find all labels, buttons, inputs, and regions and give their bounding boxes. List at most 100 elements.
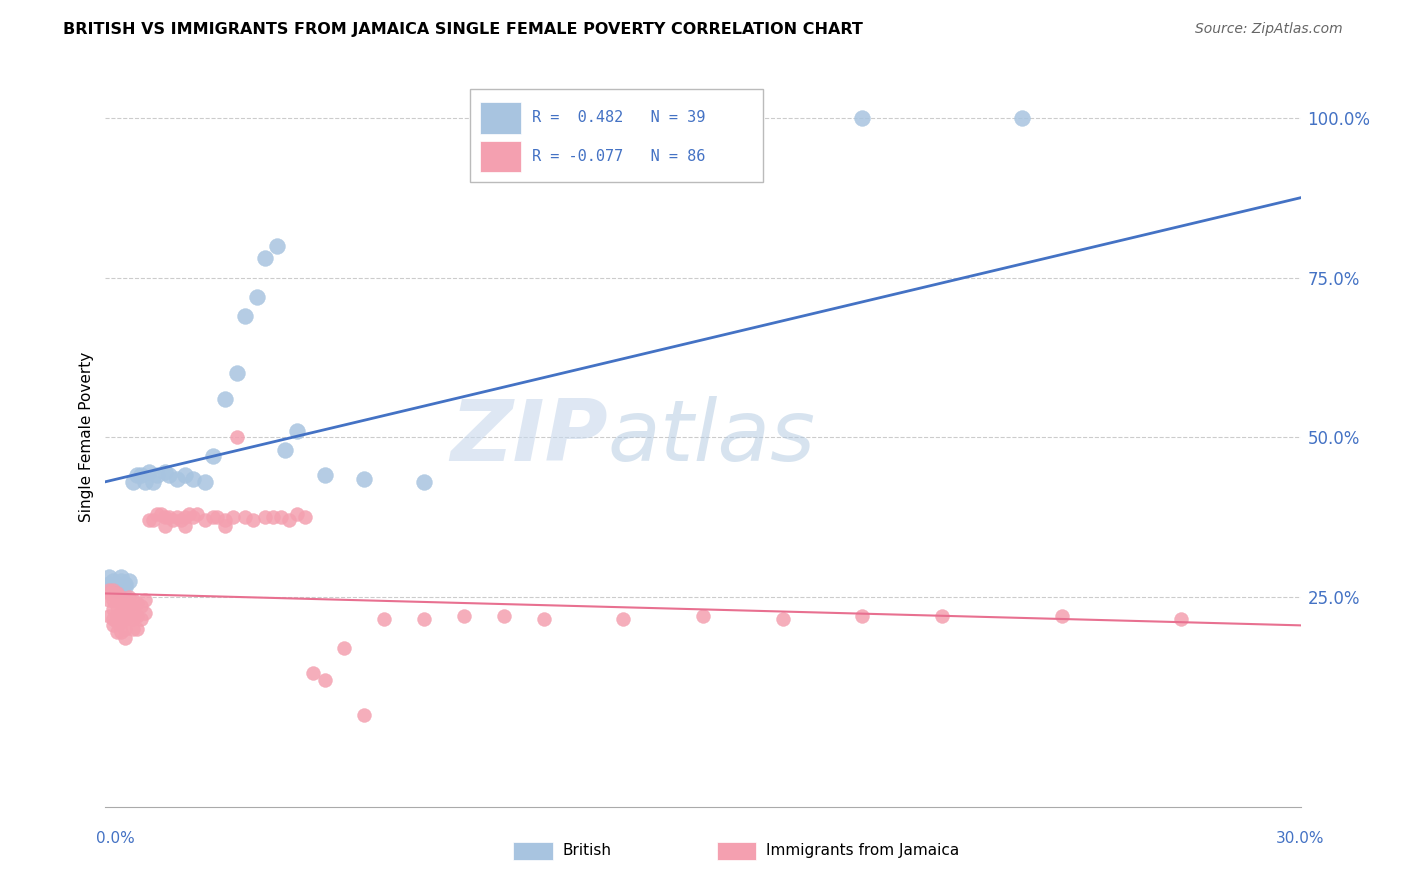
Point [138, 465, 160, 479]
Point [270, 509, 292, 524]
Point [181, 509, 204, 524]
Point [103, 574, 125, 588]
Point [114, 592, 136, 607]
Point [262, 509, 284, 524]
Point [98, 583, 121, 598]
Point [174, 509, 197, 524]
Point [931, 608, 953, 623]
Point [103, 580, 125, 594]
Point [138, 513, 160, 527]
Point [129, 599, 153, 614]
Point [333, 640, 356, 655]
Point [612, 612, 634, 626]
Point [253, 252, 276, 266]
Point [110, 574, 132, 588]
Point [127, 596, 149, 610]
Point [114, 612, 136, 626]
Point [103, 586, 125, 600]
Text: 30.0%: 30.0% [1277, 831, 1324, 846]
Y-axis label: Single Female Poverty: Single Female Poverty [79, 352, 94, 522]
Point [233, 309, 256, 323]
Point [353, 707, 375, 722]
Point [277, 513, 299, 527]
Point [214, 513, 236, 527]
Point [107, 615, 129, 630]
Point [107, 583, 129, 598]
Point [225, 366, 249, 380]
Text: 0.0%: 0.0% [96, 831, 135, 846]
Point [114, 580, 136, 594]
Point [373, 612, 395, 626]
Point [103, 583, 125, 598]
Point [114, 577, 136, 591]
Point [246, 290, 269, 304]
Point [134, 592, 156, 607]
Point [122, 592, 145, 607]
Point [153, 465, 177, 479]
Point [107, 624, 129, 639]
Point [851, 608, 873, 623]
Point [107, 586, 129, 600]
Point [233, 509, 256, 524]
Point [166, 472, 188, 486]
Point [692, 608, 714, 623]
Text: Immigrants from Jamaica: Immigrants from Jamaica [766, 844, 959, 858]
Point [110, 624, 132, 639]
Point [110, 608, 132, 623]
Point [205, 509, 228, 524]
Point [150, 507, 173, 521]
Point [266, 238, 288, 252]
Point [1050, 608, 1073, 623]
Point [851, 111, 873, 125]
Point [177, 507, 201, 521]
Point [492, 111, 515, 125]
Point [110, 570, 132, 584]
Text: R =  0.482   N = 39: R = 0.482 N = 39 [531, 111, 706, 126]
Point [122, 622, 145, 636]
Point [118, 599, 141, 614]
Point [170, 513, 193, 527]
Point [146, 507, 169, 521]
Point [242, 513, 264, 527]
Point [225, 430, 249, 444]
Point [107, 608, 129, 623]
Point [1011, 111, 1033, 125]
Point [107, 577, 129, 591]
Point [153, 509, 177, 524]
Point [413, 475, 436, 489]
Point [253, 509, 276, 524]
Point [285, 507, 308, 521]
Point [492, 608, 515, 623]
Point [202, 509, 225, 524]
Point [127, 608, 149, 623]
Point [186, 507, 208, 521]
FancyBboxPatch shape [479, 141, 522, 172]
Point [107, 599, 129, 614]
Point [122, 602, 145, 616]
Point [110, 615, 132, 630]
Text: Source: ZipAtlas.com: Source: ZipAtlas.com [1195, 22, 1343, 37]
Point [103, 602, 125, 616]
Point [314, 673, 336, 687]
Point [114, 631, 136, 645]
Point [222, 509, 245, 524]
Point [174, 519, 197, 533]
Point [122, 475, 145, 489]
Text: BRITISH VS IMMIGRANTS FROM JAMAICA SINGLE FEMALE POVERTY CORRELATION CHART: BRITISH VS IMMIGRANTS FROM JAMAICA SINGL… [63, 22, 863, 37]
Point [114, 622, 136, 636]
Point [772, 612, 794, 626]
Point [294, 509, 316, 524]
Point [301, 666, 323, 681]
Point [174, 468, 197, 483]
Point [118, 608, 141, 623]
Text: British: British [562, 844, 612, 858]
Text: ZIP: ZIP [450, 395, 607, 479]
Text: atlas: atlas [607, 395, 815, 479]
Point [533, 612, 555, 626]
Point [214, 519, 236, 533]
Point [142, 513, 165, 527]
Point [202, 449, 225, 463]
Point [153, 519, 177, 533]
Point [127, 468, 149, 483]
Text: R = -0.077   N = 86: R = -0.077 N = 86 [531, 149, 706, 164]
